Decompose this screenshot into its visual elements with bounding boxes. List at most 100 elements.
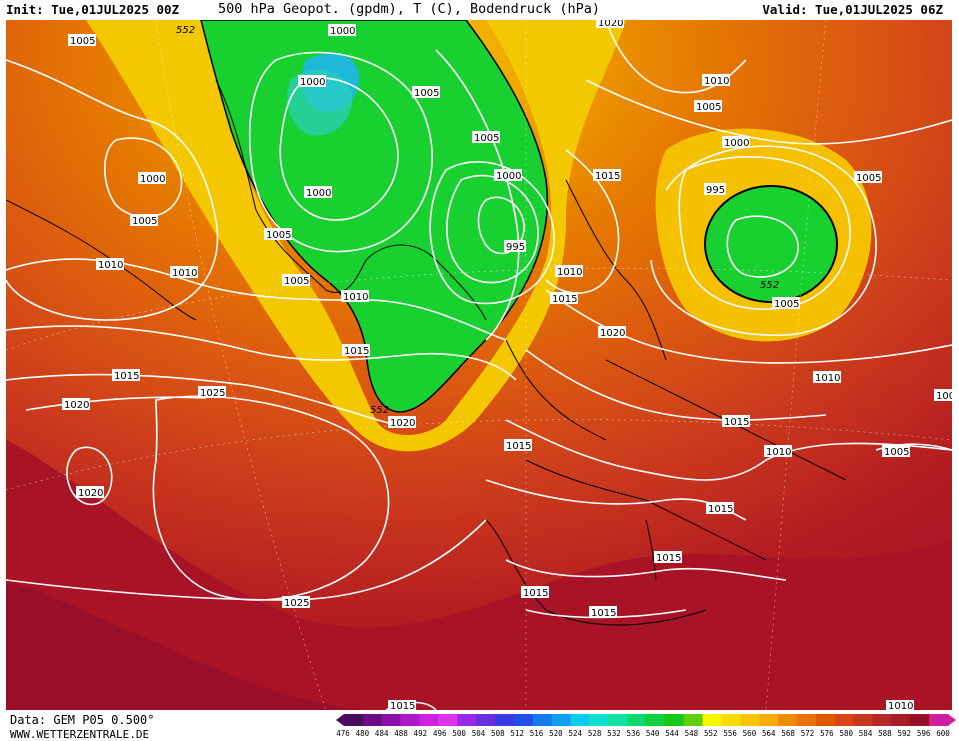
legend-tick-label: 552 xyxy=(703,729,718,738)
svg-text:1010: 1010 xyxy=(704,76,729,87)
legend-swatch xyxy=(627,714,647,726)
legend-tick-label: 576 xyxy=(820,729,834,738)
legend-swatch xyxy=(778,714,798,726)
svg-text:1005: 1005 xyxy=(132,216,157,227)
legend-tick-label: 556 xyxy=(723,729,737,738)
legend-tick-label: 532 xyxy=(607,729,621,738)
legend-swatch xyxy=(891,714,911,726)
legend-swatch xyxy=(589,714,609,726)
svg-text:1005: 1005 xyxy=(856,173,881,184)
legend-swatch xyxy=(476,714,496,726)
isobar-label: 1005 xyxy=(282,274,310,287)
legend-tick-label: 484 xyxy=(374,729,389,738)
legend-swatch xyxy=(608,714,628,726)
svg-text:1015: 1015 xyxy=(523,588,548,599)
svg-text:1025: 1025 xyxy=(200,388,225,399)
svg-text:1000: 1000 xyxy=(330,26,355,37)
isobar-label: 1015 xyxy=(550,292,578,305)
svg-text:1020: 1020 xyxy=(78,488,103,499)
legend-swatch xyxy=(646,714,666,726)
isobar-label: 1010 xyxy=(555,265,583,278)
legend-swatch xyxy=(683,714,704,726)
isobar-label: 1005 xyxy=(68,34,96,47)
site-name: WWW.WETTERZENTRALE.DE xyxy=(10,728,150,741)
svg-text:1020: 1020 xyxy=(600,328,625,339)
svg-text:1015: 1015 xyxy=(656,553,681,564)
svg-text:1015: 1015 xyxy=(591,608,616,619)
svg-text:552: 552 xyxy=(176,25,195,36)
legend-tick-label: 592 xyxy=(897,729,912,738)
legend-tick-label: 480 xyxy=(355,729,370,738)
isobar-label: 1025 xyxy=(282,596,310,609)
legend-swatch xyxy=(664,714,685,726)
svg-text:1005: 1005 xyxy=(266,230,291,241)
svg-text:1010: 1010 xyxy=(172,268,197,279)
svg-text:1005: 1005 xyxy=(70,36,95,47)
isobar-label: 1010 xyxy=(886,700,914,710)
isobar-label: 1005 xyxy=(854,171,882,184)
isobar-label: 1020 xyxy=(388,416,416,429)
legend-swatch xyxy=(872,714,892,726)
isobar-label: 552 xyxy=(760,280,779,291)
legend-tick-label: 560 xyxy=(742,729,757,738)
map-canvas: 1005 552 1000 1000 1005 1000 1005 1000 1… xyxy=(6,20,952,710)
legend-arrow-high xyxy=(948,714,956,726)
isobar-label: 1025 xyxy=(198,386,226,399)
legend-swatch xyxy=(362,714,383,726)
isobar-label: 1015 xyxy=(589,606,617,619)
legend-tick-label: 564 xyxy=(762,729,776,738)
legend-tick-label: 596 xyxy=(916,729,931,738)
isobar-label: 1000 xyxy=(304,186,332,199)
legend-tick-label: 520 xyxy=(549,729,563,738)
svg-text:1015: 1015 xyxy=(114,371,139,382)
legend-tick-label: 588 xyxy=(878,729,892,738)
svg-text:1015: 1015 xyxy=(344,346,369,357)
svg-text:1015: 1015 xyxy=(708,504,733,515)
isobar-label: 1010 xyxy=(813,371,841,384)
isobar-label: 1010 xyxy=(702,74,730,87)
isobar-label: 1005 xyxy=(694,100,722,113)
svg-text:1010: 1010 xyxy=(98,260,123,271)
legend-swatch xyxy=(740,714,760,726)
legend-swatch xyxy=(400,714,420,726)
legend-swatch xyxy=(797,714,817,726)
legend-tick-label: 536 xyxy=(626,729,641,738)
legend-swatch xyxy=(929,714,949,726)
legend-tick-label: 476 xyxy=(336,729,350,738)
svg-text:1005: 1005 xyxy=(284,276,309,287)
svg-text:1010: 1010 xyxy=(343,292,368,303)
isobar-label: 1015 xyxy=(388,700,416,710)
legend-swatch xyxy=(344,714,364,726)
isobar-label: 995 xyxy=(704,183,726,196)
isobar-label: 1005 xyxy=(264,228,292,241)
svg-text:1000: 1000 xyxy=(724,138,749,149)
isobar-label: 1000 xyxy=(138,172,166,185)
isobar-label: 1015 xyxy=(722,415,750,428)
svg-text:995: 995 xyxy=(706,185,725,196)
color-scale-legend xyxy=(336,714,956,726)
coastlines xyxy=(6,79,847,626)
legend-swatch xyxy=(381,714,402,726)
map-header: Init: Tue,01JUL2025 00Z 500 hPa Geopot. … xyxy=(0,0,959,20)
legend-swatch xyxy=(721,714,741,726)
svg-text:1000: 1000 xyxy=(496,171,521,182)
isobar-label: 1020 xyxy=(598,326,626,339)
svg-text:1000: 1000 xyxy=(140,174,165,185)
legend-swatch xyxy=(570,714,590,726)
legend-tick-label: 508 xyxy=(491,729,505,738)
svg-text:1010: 1010 xyxy=(888,701,913,710)
legend-tick-label: 572 xyxy=(800,729,815,738)
svg-text:1020: 1020 xyxy=(598,20,623,29)
isobar-label: 1005 xyxy=(412,86,440,99)
svg-text:1020: 1020 xyxy=(64,400,89,411)
legend-tick-label: 568 xyxy=(781,729,795,738)
yellow-band-nw xyxy=(86,20,626,452)
legend-swatch xyxy=(532,714,553,726)
svg-text:1015: 1015 xyxy=(552,294,577,305)
svg-text:1005: 1005 xyxy=(884,447,909,458)
isobar-label: 1015 xyxy=(706,502,734,515)
russia-low-core xyxy=(704,185,838,303)
isobar-label: 1005 xyxy=(472,131,500,144)
legend-tick-label: 528 xyxy=(587,729,602,738)
svg-text:1015: 1015 xyxy=(724,417,749,428)
